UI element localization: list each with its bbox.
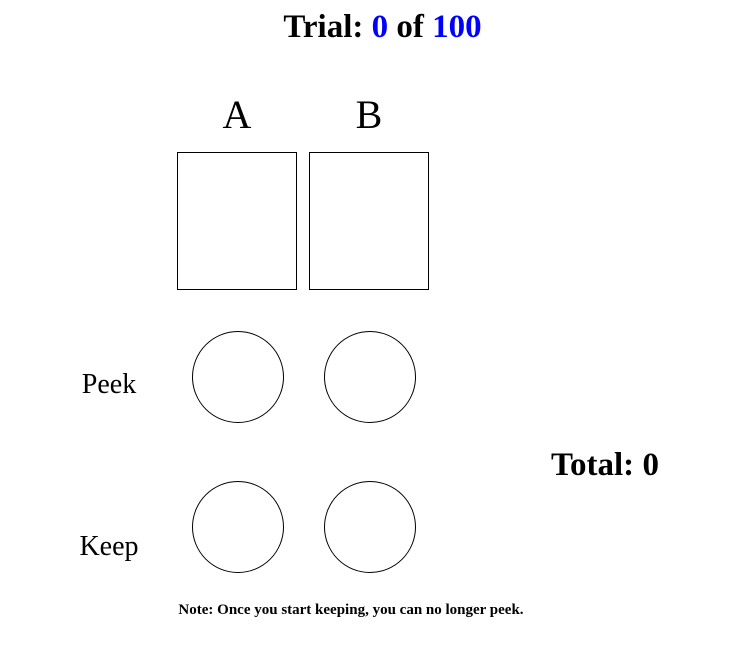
trial-label: Trial:: [283, 9, 364, 45]
card-b[interactable]: [309, 152, 429, 290]
trial-of-label: of: [396, 9, 424, 45]
trial-counter: Trial: 0 of 100: [0, 8, 731, 46]
keep-row-label: Keep: [79, 531, 139, 562]
keep-b-button[interactable]: [324, 481, 416, 573]
column-a-label: A: [222, 92, 252, 137]
peek-row-label: Peek: [81, 369, 137, 400]
column-b-label: B: [355, 92, 383, 137]
instruction-note: Note: Once you start keeping, you can no…: [178, 602, 524, 618]
total-value: 0: [642, 447, 659, 483]
total-score: Total: 0: [530, 446, 680, 484]
total-label: Total:: [551, 447, 635, 483]
peek-a-button[interactable]: [192, 331, 284, 423]
keep-a-button[interactable]: [192, 481, 284, 573]
current-trial-number: 0: [371, 9, 389, 45]
card-a[interactable]: [177, 152, 297, 290]
total-trials-number: 100: [432, 9, 482, 45]
peek-b-button[interactable]: [324, 331, 416, 423]
